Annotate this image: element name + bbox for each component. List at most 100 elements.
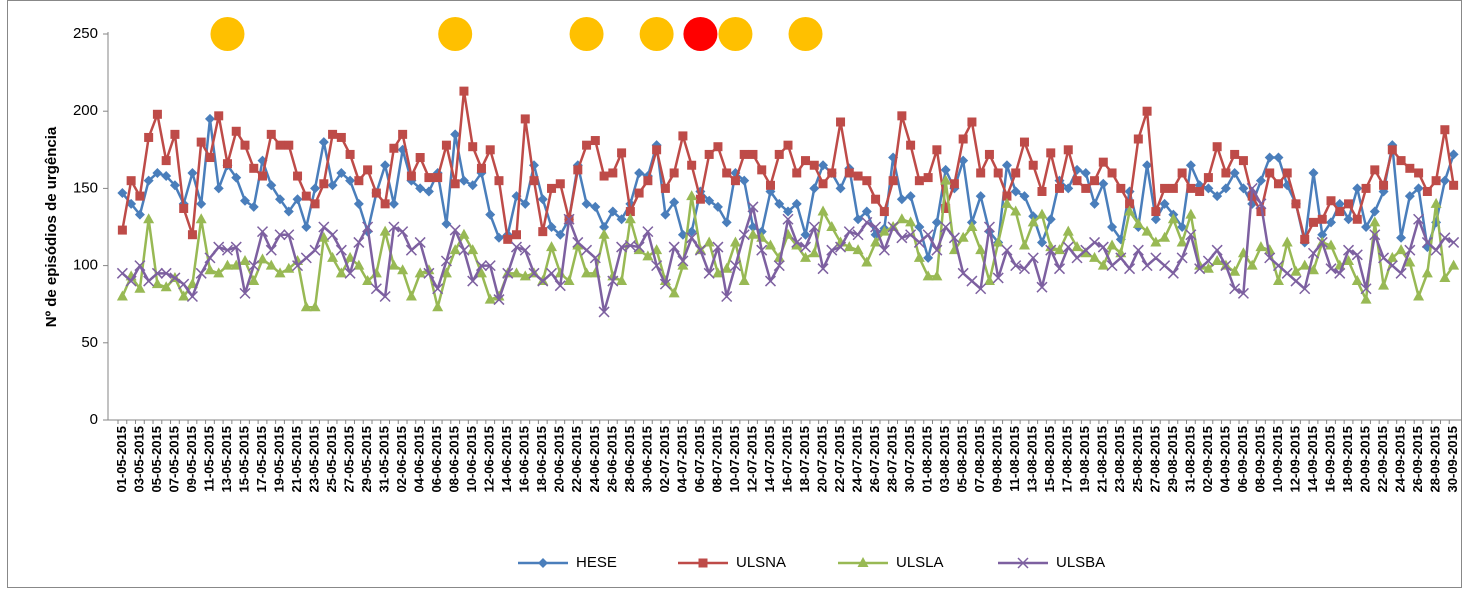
data-point bbox=[1010, 260, 1022, 272]
data-point bbox=[791, 239, 803, 250]
x-tick-label: 02-07-2015 bbox=[657, 426, 672, 493]
data-point bbox=[835, 183, 846, 194]
data-point bbox=[309, 244, 321, 256]
data-point bbox=[388, 198, 399, 209]
x-tick-label: 23-08-2015 bbox=[1112, 426, 1127, 493]
x-tick-label: 12-09-2015 bbox=[1287, 426, 1302, 493]
event-marker bbox=[639, 17, 674, 51]
data-point bbox=[1344, 199, 1354, 209]
data-point bbox=[616, 214, 627, 225]
data-point bbox=[256, 226, 269, 238]
data-point bbox=[336, 167, 347, 178]
data-point bbox=[1352, 183, 1363, 194]
data-point bbox=[187, 230, 197, 240]
data-point bbox=[547, 183, 557, 193]
data-point bbox=[258, 171, 268, 181]
data-point bbox=[1430, 244, 1442, 256]
data-point bbox=[1395, 244, 1407, 255]
y-tick-label: 100 bbox=[73, 257, 98, 274]
data-point bbox=[1081, 183, 1091, 193]
data-point bbox=[1045, 241, 1057, 252]
x-tick-label: 12-06-2015 bbox=[482, 426, 497, 493]
data-point bbox=[1097, 259, 1109, 270]
data-point bbox=[1281, 236, 1293, 247]
x-tick-label: 03-05-2015 bbox=[131, 426, 146, 493]
data-point bbox=[309, 301, 321, 312]
data-point bbox=[449, 224, 461, 236]
data-point bbox=[818, 179, 828, 189]
data-point bbox=[738, 275, 750, 286]
data-point bbox=[957, 231, 969, 242]
data-point bbox=[1255, 198, 1267, 210]
x-tick-label: 26-07-2015 bbox=[867, 426, 882, 493]
x-tick-label: 22-09-2015 bbox=[1375, 426, 1390, 493]
data-point bbox=[371, 188, 381, 198]
data-point bbox=[1230, 149, 1240, 159]
x-tick-label: 14-09-2015 bbox=[1305, 426, 1320, 493]
data-point bbox=[590, 201, 601, 212]
data-point bbox=[826, 221, 838, 231]
data-point bbox=[1036, 237, 1047, 248]
x-tick-label: 30-06-2015 bbox=[639, 426, 654, 493]
data-point bbox=[134, 260, 146, 272]
data-point bbox=[398, 129, 408, 139]
data-point bbox=[563, 213, 575, 225]
data-point bbox=[475, 260, 487, 272]
event-marker bbox=[210, 17, 245, 51]
data-point bbox=[703, 236, 715, 247]
data-point bbox=[186, 278, 198, 289]
data-point bbox=[221, 244, 234, 256]
data-point bbox=[1369, 216, 1381, 227]
x-tick-label: 18-06-2015 bbox=[534, 426, 549, 493]
x-tick-label: 19-08-2015 bbox=[1077, 426, 1092, 493]
data-point bbox=[230, 241, 242, 253]
data-point bbox=[275, 140, 285, 150]
data-point bbox=[1159, 231, 1171, 242]
data-point bbox=[214, 111, 224, 121]
x-tick-label: 30-09-2015 bbox=[1445, 426, 1460, 493]
data-point bbox=[1300, 234, 1310, 244]
data-point bbox=[1098, 157, 1108, 167]
data-point bbox=[440, 267, 452, 278]
data-point bbox=[843, 226, 855, 238]
data-point bbox=[1062, 241, 1074, 253]
data-point bbox=[1307, 247, 1320, 259]
x-tick-label: 10-06-2015 bbox=[464, 426, 479, 493]
data-point bbox=[239, 254, 251, 265]
data-point bbox=[353, 259, 365, 270]
data-point bbox=[554, 267, 566, 278]
data-point bbox=[1124, 263, 1136, 275]
data-point bbox=[949, 179, 959, 189]
data-point bbox=[1351, 249, 1363, 261]
data-point bbox=[695, 194, 705, 204]
event-marker bbox=[683, 17, 718, 51]
x-tick-label: 28-09-2015 bbox=[1428, 426, 1443, 493]
data-point bbox=[248, 275, 260, 286]
x-tick-label: 07-08-2015 bbox=[972, 426, 987, 493]
data-point bbox=[1177, 168, 1187, 178]
data-point bbox=[292, 194, 303, 205]
data-point bbox=[546, 241, 558, 252]
data-point bbox=[187, 167, 198, 178]
data-point bbox=[914, 176, 924, 186]
event-marker bbox=[438, 17, 473, 51]
data-point bbox=[388, 221, 400, 233]
data-point bbox=[405, 290, 417, 301]
chart-border bbox=[7, 0, 1462, 588]
data-point bbox=[764, 239, 776, 250]
data-point bbox=[467, 275, 479, 287]
data-point bbox=[931, 244, 943, 256]
data-point bbox=[1335, 207, 1345, 217]
data-point bbox=[135, 191, 145, 201]
data-point bbox=[774, 198, 785, 209]
data-point bbox=[1440, 125, 1450, 135]
data-point bbox=[1010, 186, 1021, 197]
x-tick-label: 22-07-2015 bbox=[832, 426, 847, 493]
data-point bbox=[642, 226, 654, 238]
data-point bbox=[783, 206, 793, 217]
x-tick-label: 24-07-2015 bbox=[850, 426, 865, 493]
x-tick-label: 04-07-2015 bbox=[674, 426, 689, 493]
data-point bbox=[1141, 225, 1153, 236]
x-tick-label: 25-08-2015 bbox=[1130, 426, 1145, 493]
data-point bbox=[125, 275, 137, 287]
